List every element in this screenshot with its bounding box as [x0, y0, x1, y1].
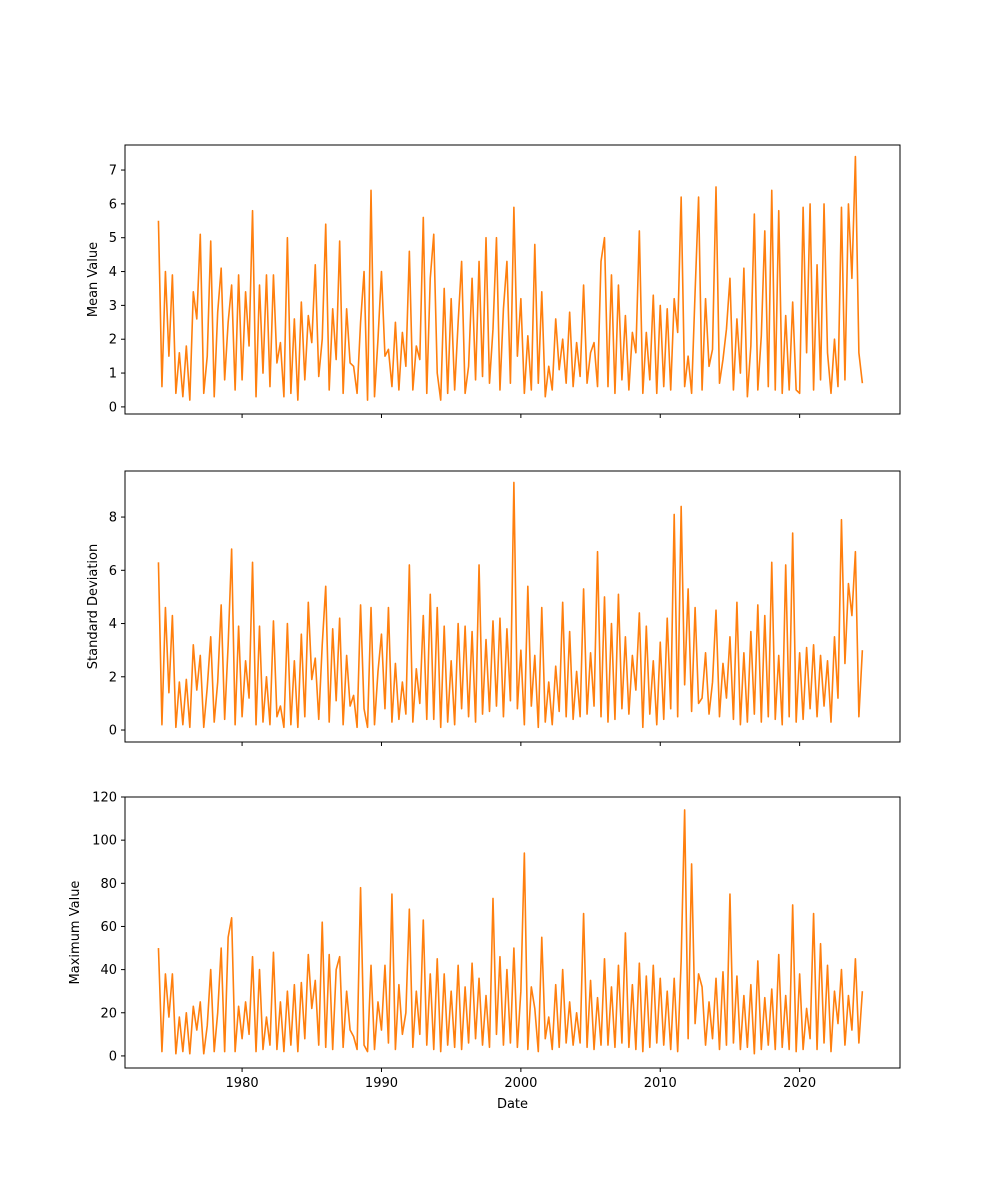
y-axis-label: Maximum Value [68, 881, 83, 985]
plot-area [157, 481, 864, 729]
plot-area [157, 155, 864, 401]
y-tick-label: 0 [109, 724, 117, 739]
y-tick-label: 120 [92, 791, 117, 806]
subplot: 0 1 2 3 4 5 6 7 Mean Value [86, 144, 901, 418]
y-axis-label: Standard Deviation [86, 544, 101, 669]
y-tick-label: 100 [92, 834, 117, 849]
axes-frame [124, 470, 901, 743]
x-axis-label: Date [497, 1097, 528, 1112]
y-tick-label: 40 [100, 963, 117, 978]
data-line [157, 809, 864, 1055]
data-line [157, 155, 864, 401]
x-tick-label: 2020 [783, 1076, 816, 1091]
x-tick-label: 1990 [365, 1076, 398, 1091]
y-tick-label: 2 [109, 670, 117, 685]
data-line [157, 481, 864, 729]
subplot: 0 2 4 6 8 Standard Deviation [86, 470, 901, 746]
y-tick-label: 0 [109, 1049, 117, 1064]
y-tick-label: 5 [109, 231, 117, 246]
subplot: 0 20 40 60 80 100 120 1980 1990 2000 2010 2020 Maxim… [68, 791, 901, 1112]
axes-frame [124, 144, 901, 415]
y-axis-label: Mean Value [86, 242, 101, 317]
y-tick-label: 8 [109, 511, 117, 526]
y-tick-label: 2 [109, 333, 117, 348]
y-tick-label: 3 [109, 299, 117, 314]
y-tick-label: 1 [109, 367, 117, 382]
y-tick-label: 60 [100, 920, 117, 935]
y-tick-label: 80 [100, 877, 117, 892]
y-tick-label: 7 [109, 164, 117, 179]
y-tick-label: 0 [109, 400, 117, 415]
y-tick-label: 4 [109, 265, 117, 280]
y-tick-label: 6 [109, 197, 117, 212]
y-tick-label: 4 [109, 617, 117, 632]
y-tick-label: 6 [109, 564, 117, 579]
plot-area [157, 809, 864, 1055]
x-tick-label: 1980 [226, 1076, 259, 1091]
x-tick-label: 2000 [504, 1076, 537, 1091]
axes-frame [124, 796, 901, 1069]
x-tick-label: 2010 [644, 1076, 677, 1091]
y-tick-label: 20 [100, 1006, 117, 1021]
